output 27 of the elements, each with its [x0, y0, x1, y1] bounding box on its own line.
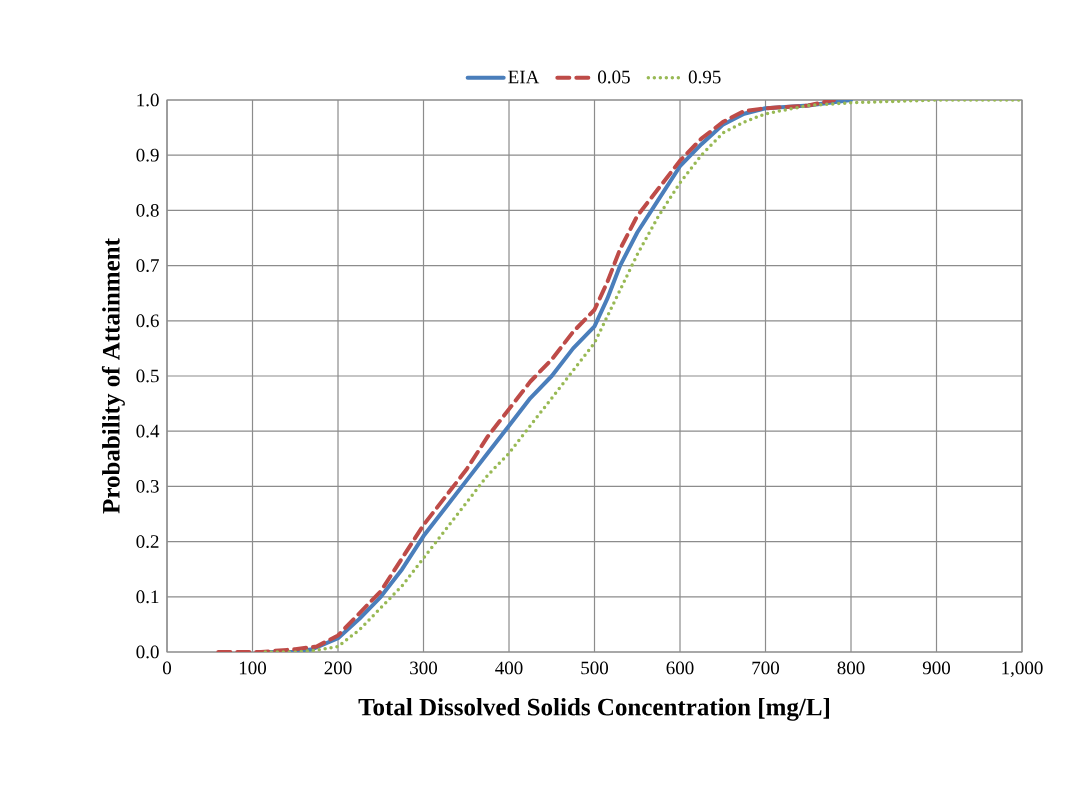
y-tick-label: 0.7 [136, 259, 159, 273]
legend-label: 0.95 [688, 70, 721, 84]
x-tick-label: 600 [666, 661, 694, 675]
y-tick-label: 0.3 [136, 479, 159, 493]
y-tick-label: 0.0 [136, 645, 159, 659]
x-tick-label: 300 [410, 661, 438, 675]
y-tick-label: 0.9 [136, 148, 159, 162]
x-tick-label: 500 [581, 661, 609, 675]
x-tick-label: 900 [922, 661, 951, 675]
legend-label: EIA [508, 70, 540, 84]
x-tick-label: 100 [239, 661, 267, 675]
x-tick-label: 1,000 [1002, 661, 1043, 678]
y-tick-label: 0.4 [136, 424, 160, 438]
x-tick-label: 400 [495, 661, 523, 675]
y-tick-label: 0.1 [136, 590, 159, 604]
x-tick-label: 800 [837, 661, 865, 675]
x-tick-label: 0 [162, 661, 172, 675]
y-tick-label: 0.6 [136, 314, 159, 328]
legend-label: 0.05 [598, 70, 630, 84]
x-tick-label: 200 [324, 661, 352, 675]
y-tick-label: 0.5 [136, 369, 159, 383]
y-axis-title: Probability of Attainment [101, 238, 125, 514]
x-axis-title: Total Dissolved Solids Concentration [mg/L] [358, 697, 830, 721]
y-tick-label: 0.2 [136, 535, 159, 549]
x-tick-label: 700 [752, 661, 780, 675]
y-tick-label: 0.8 [136, 203, 159, 217]
y-tick-label: 1.0 [137, 93, 159, 107]
